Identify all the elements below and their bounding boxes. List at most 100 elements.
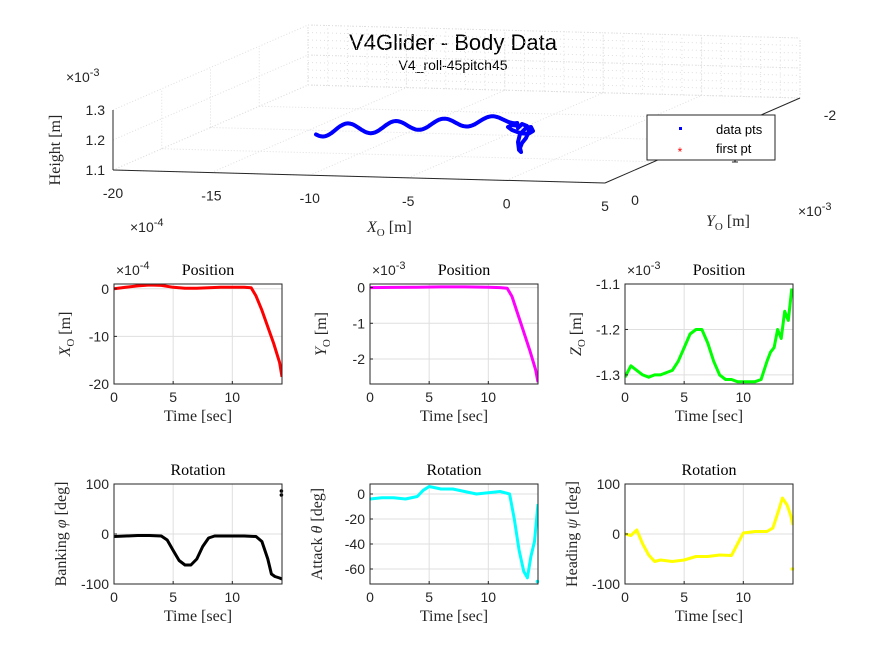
- legend-label-data-pts: data pts: [716, 122, 763, 137]
- body-3d-y-label: YO [m]: [706, 213, 750, 233]
- grid-line: [506, 94, 702, 181]
- pos-y-series-line: [370, 285, 538, 383]
- pos-x-series-line: [114, 284, 282, 378]
- legend-box: [646, 114, 776, 161]
- grid-line: [408, 92, 604, 179]
- legend-label-first-pt: first pt: [716, 141, 752, 156]
- grid-line: [161, 148, 654, 163]
- y-tick-label: -1: [353, 315, 366, 331]
- rot-attack-series-line: [370, 485, 538, 580]
- subplot-title: Position: [438, 262, 490, 279]
- x-tick-label: 0: [366, 389, 374, 405]
- grid-line: [307, 54, 801, 69]
- y-tick-label: -40: [345, 536, 365, 552]
- subplot-title: Rotation: [170, 462, 225, 479]
- figure-subtitle: V4_roll-45pitch45: [399, 57, 508, 73]
- x-tick-label: 0: [621, 589, 629, 605]
- rot-heading-series-line: [625, 496, 793, 563]
- y-tick-label: -2: [353, 351, 366, 367]
- body-3d-x-tick: -20: [103, 185, 123, 201]
- rot-attack-outlier-point: [535, 579, 540, 584]
- grid-line: [112, 54, 309, 141]
- grid-line: [307, 84, 801, 99]
- y-tick-label: -100: [592, 576, 620, 592]
- x-tick-label: 10: [225, 589, 241, 605]
- y-tick-label: -1.1: [596, 276, 620, 292]
- y-tick-label: -1.3: [596, 367, 620, 383]
- body-3d-trajectory: [314, 114, 535, 154]
- pos-z-series-line: [625, 288, 793, 384]
- x-axis-label: Time [sec]: [164, 608, 232, 625]
- body-3d-y-tick: -2: [824, 107, 837, 123]
- grid-line: [210, 127, 703, 141]
- x-axis-label: Time [sec]: [164, 408, 232, 425]
- x-tick-label: 10: [481, 389, 497, 405]
- body-3d-z-label: Height [m]: [47, 115, 64, 186]
- body-3d-y-tick: 0: [631, 192, 639, 208]
- rot-bank-outlier-point: [279, 493, 284, 497]
- x-tick-label: 5: [169, 589, 177, 605]
- y-tick-label: 100: [597, 476, 621, 492]
- x-tick-label: 10: [225, 389, 241, 405]
- y-tick-label: 0: [357, 486, 365, 502]
- x-tick-label: 10: [736, 589, 752, 605]
- subplot-title: Rotation: [681, 462, 736, 479]
- y-tick-label: 0: [612, 526, 620, 542]
- x-axis-label: Time [sec]: [420, 408, 488, 425]
- y-tick-label: -10: [89, 328, 109, 344]
- y-axis-label: YO [m]: [313, 312, 333, 356]
- y-tick-label: 0: [101, 526, 109, 542]
- x-tick-label: 0: [366, 589, 374, 605]
- y-axis-label: Heading ψ [deg]: [564, 481, 581, 587]
- plot-area: [625, 284, 793, 384]
- grid-line: [112, 24, 309, 111]
- axes-box: [624, 283, 794, 385]
- body-3d-legend: data pts * first pt: [646, 114, 776, 161]
- body-3d-x-axis: [112, 169, 606, 184]
- subplot-title: Rotation: [426, 462, 481, 479]
- body-3d-data-path: [314, 114, 535, 154]
- y-axis-label: Attack θ [deg]: [309, 488, 326, 580]
- grid-line: [211, 87, 407, 174]
- axes-box: [369, 483, 539, 585]
- body-3d-x-tick: -10: [300, 190, 320, 206]
- x-tick-label: 10: [481, 589, 497, 605]
- body-3d-x-tick: -15: [201, 188, 221, 204]
- y-tick-label: 0: [101, 281, 109, 297]
- axes-box: [113, 283, 283, 385]
- body-3d-z-tick: 1.3: [86, 102, 106, 118]
- x-axis-label: Time [sec]: [675, 408, 743, 425]
- subplot-title: Position: [182, 262, 234, 279]
- plot-area: [114, 284, 282, 384]
- x-tick-label: 5: [425, 389, 433, 405]
- x-tick-label: 0: [621, 389, 629, 405]
- x-tick-label: 5: [680, 589, 688, 605]
- subplot-rot-attack: 0 5 10 0 -20 -40 -60 Rotation Time [sec] Attack θ…: [309, 462, 540, 625]
- rot-heading-outlier-point: [790, 567, 795, 571]
- grid-line: [112, 84, 309, 171]
- legend-marker-data-pts: [679, 127, 682, 130]
- rot-bank-series-line: [114, 534, 282, 581]
- body-3d-x-tick: 5: [601, 198, 609, 214]
- y-tick-label: -20: [89, 376, 109, 392]
- y-tick-label: -60: [345, 561, 365, 577]
- y-tick-label: 100: [86, 476, 110, 492]
- subplot-title: Position: [693, 262, 745, 279]
- y-axis-label: ZO [m]: [568, 312, 588, 356]
- body-3d-z-tick: 1.2: [86, 132, 106, 148]
- x-axis-label: Time [sec]: [675, 608, 743, 625]
- x-tick-label: 0: [110, 389, 118, 405]
- rot-bank-outlier-point: [279, 489, 284, 493]
- y-tick-label: -100: [81, 576, 109, 592]
- y-tick-label: 0: [357, 280, 365, 296]
- x-tick-label: 5: [680, 389, 688, 405]
- x-tick-label: 5: [169, 389, 177, 405]
- grid-line: [259, 105, 752, 120]
- grid-line: [307, 24, 801, 39]
